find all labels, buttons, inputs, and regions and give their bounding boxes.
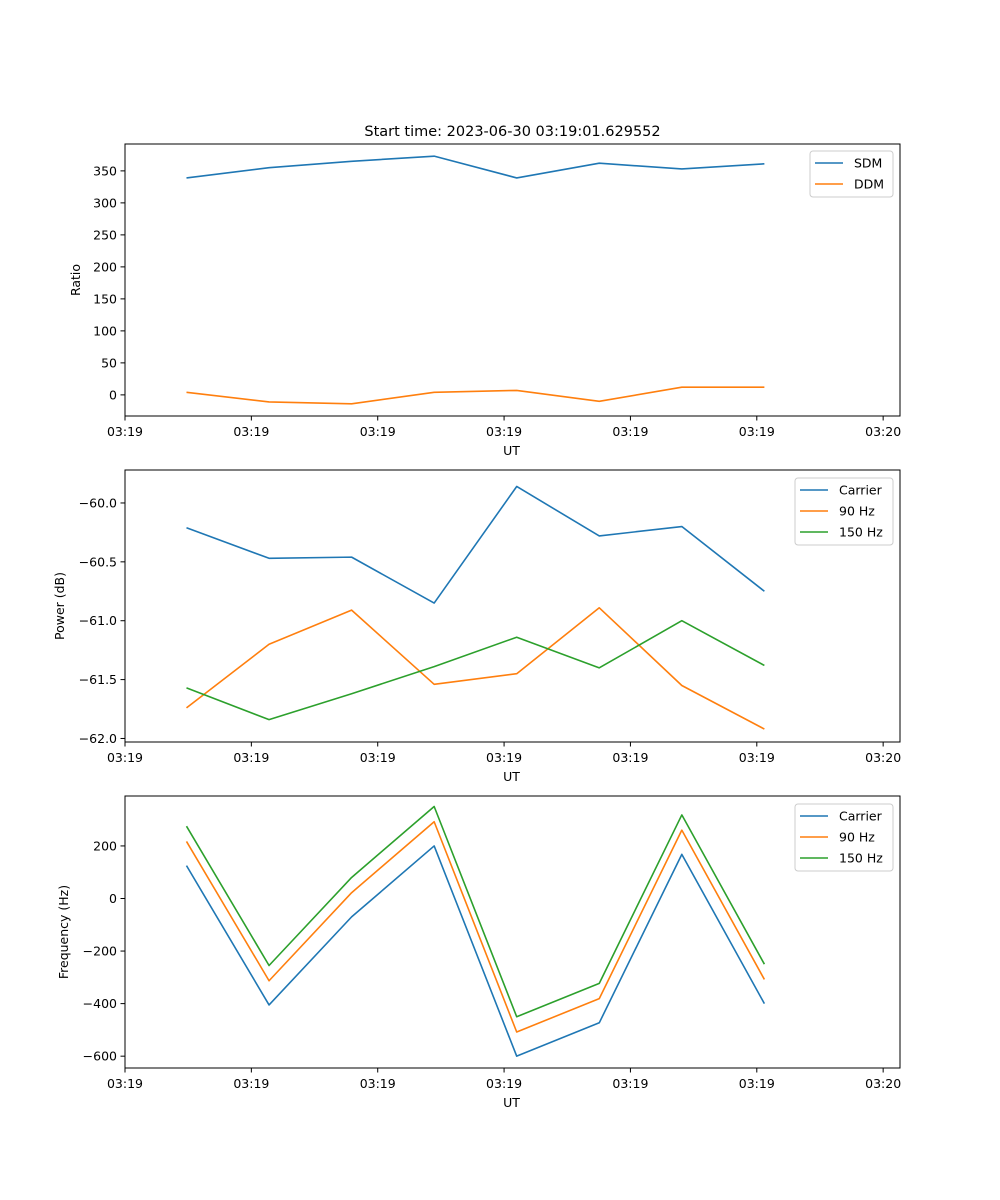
legend: Carrier 90 Hz 150 Hz [794,803,894,872]
panels: 03:19 03:19 03:19 03:19 03:19 03:19 03:20 0 50 10… [52,143,901,1110]
y-tick-label: −200 [83,944,117,959]
legend: SDM DDM [809,150,894,198]
x-tick-label: 03:19 [107,750,143,765]
y-axis-label: Power (dB) [52,572,67,640]
legend-label: Carrier [839,483,883,498]
series-line-90-hz [186,606,765,730]
y-tick-label: −62.0 [79,731,117,746]
legend-label: Carrier [839,809,883,824]
axes-frame [124,795,901,1069]
y-tick-label: 350 [93,163,117,178]
y-tick-label: 100 [93,323,117,338]
x-axis-label: UT [503,769,520,784]
series-line-150-hz [185,805,766,1018]
y-tick-label: −400 [83,996,117,1011]
x-tick-label: 03:19 [360,750,396,765]
x-tick-label: 03:19 [360,424,396,439]
y-tick-label: −61.0 [79,613,117,628]
figure-title: Start time: 2023-06-30 03:19:01.629552 [364,124,660,140]
x-tick-label: 03:19 [486,424,522,439]
x-tick-label: 03:19 [739,750,775,765]
x-tick-label: 03:19 [739,1076,775,1091]
legend-label: 90 Hz [839,504,875,519]
legend: Carrier 90 Hz 150 Hz [794,477,894,546]
y-tick-label: 200 [93,259,117,274]
y-axis-label: Ratio [68,264,83,296]
x-tick-label: 03:19 [739,424,775,439]
legend-box [794,477,894,546]
x-tick-label: 03:20 [865,1076,901,1091]
y-tick-label: 200 [93,838,117,853]
legend-label: SDM [854,156,882,171]
y-tick-label: −60.5 [79,554,117,569]
x-tick-label: 03:19 [107,1076,143,1091]
legend-label: DDM [854,177,884,192]
x-tick-label: 03:19 [612,1076,648,1091]
x-tick-label: 03:19 [612,750,648,765]
legend-label: 150 Hz [839,525,883,540]
x-tick-label: 03:19 [233,424,269,439]
y-tick-label: 50 [101,355,117,370]
x-tick-label: 03:19 [486,750,522,765]
panel-2: 03:19 03:19 03:19 03:19 03:19 03:19 03:20 −62.0… [52,469,901,784]
y-tick-label: −61.5 [79,672,117,687]
x-tick-label: 03:20 [865,424,901,439]
series-line-carrier [185,845,766,1057]
x-tick-label: 03:19 [486,1076,522,1091]
y-tick-label: −600 [83,1049,117,1064]
series-line-sdm [186,155,765,179]
legend-box [794,803,894,872]
series-line-90-hz [185,820,766,1033]
y-tick-label: 0 [109,387,117,402]
panel-1: 03:19 03:19 03:19 03:19 03:19 03:19 03:20 0 50 10… [68,143,901,458]
x-tick-label: 03:19 [107,424,143,439]
x-tick-label: 03:19 [233,750,269,765]
y-tick-label: 300 [93,195,117,210]
x-tick-label: 03:19 [233,1076,269,1091]
y-axis-label: Frequency (Hz) [56,885,71,979]
y-tick-label: −60.0 [79,495,117,510]
y-tick-label: 250 [93,227,117,242]
x-tick-label: 03:20 [865,750,901,765]
legend-label: 90 Hz [839,830,875,845]
x-tick-label: 03:19 [612,424,648,439]
x-axis-label: UT [503,1095,520,1110]
axes-frame [124,143,901,417]
axes-frame [124,469,901,743]
series-line-ddm [186,386,765,405]
y-tick-label: 150 [93,291,117,306]
x-tick-label: 03:19 [360,1076,396,1091]
panel-3: 03:19 03:19 03:19 03:19 03:19 03:19 03:20 −600 −… [56,795,901,1110]
x-axis-label: UT [503,443,520,458]
legend-label: 150 Hz [839,851,883,866]
y-tick-label: 0 [109,891,117,906]
series-line-carrier [186,485,765,604]
series-line-150-hz [186,619,765,721]
